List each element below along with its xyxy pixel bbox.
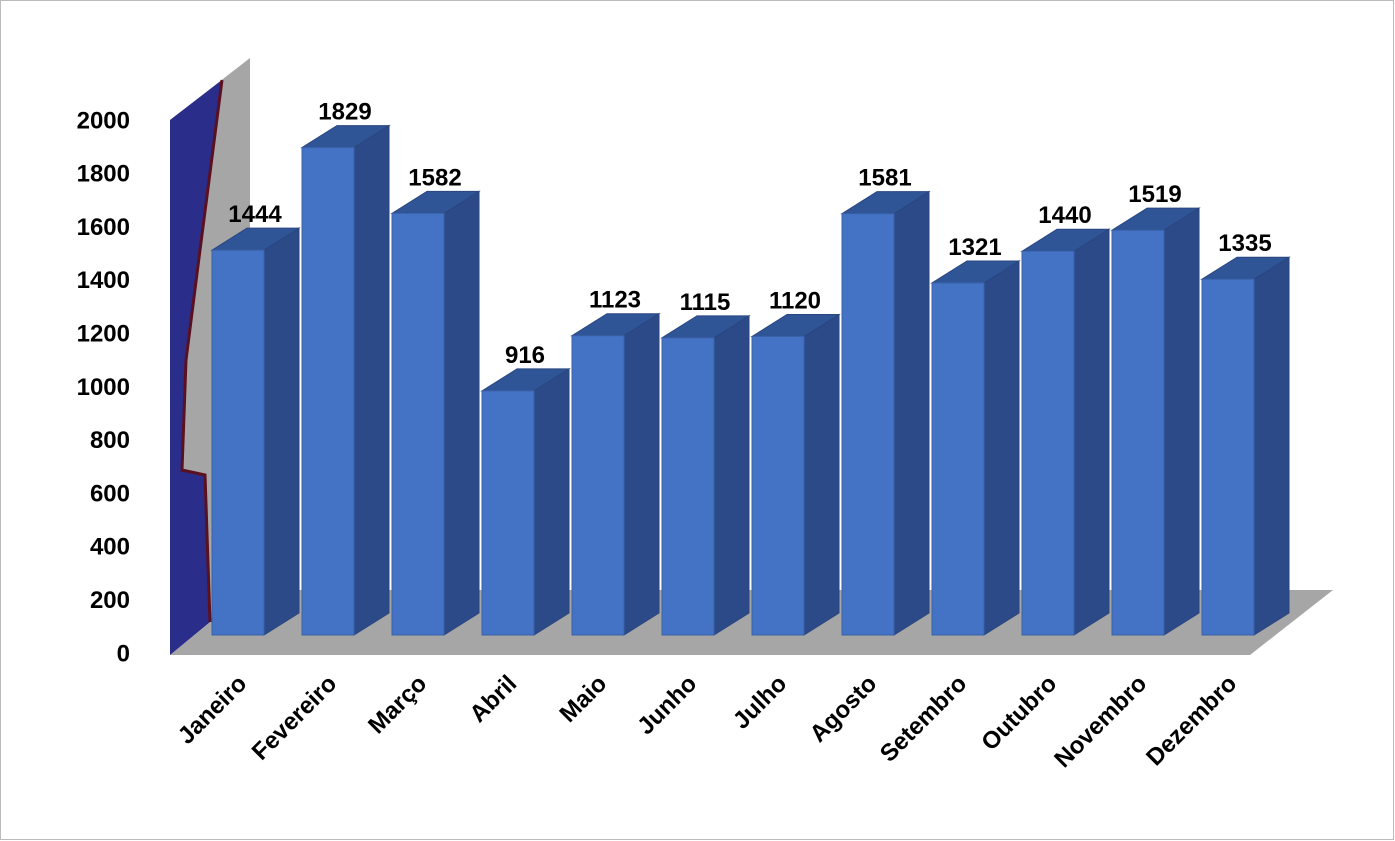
bar [302,148,354,635]
y-tick-label: 1200 [77,321,130,348]
y-tick-label: 1600 [77,214,130,241]
bar-side [444,191,479,635]
y-tick-label: 800 [90,427,130,454]
y-tick-label: 1800 [77,161,130,188]
bar-side [264,228,299,635]
bar-side [894,192,929,635]
chart: 0 200 400 600 800 1000 1200 1400 1600 1800 2000 144… [0,0,1395,841]
bar [572,336,624,635]
bar-side [1164,208,1199,635]
bar-side [534,369,569,635]
bar [1112,230,1164,635]
value-label: 1829 [318,99,371,126]
bar-side [984,261,1019,635]
bar [1022,251,1074,635]
y-tick-label: 400 [90,534,130,561]
y-tick-label: 600 [90,480,130,507]
value-label: 1440 [1038,202,1091,229]
value-label: 916 [505,342,545,369]
y-tick-label: 1400 [77,267,130,294]
bar-side [804,315,839,635]
y-tick-label: 2000 [77,107,130,134]
bar [482,391,534,635]
bar [1202,279,1254,635]
value-label: 1115 [680,289,731,316]
value-label: 1321 [948,234,1001,261]
value-label: 1335 [1218,230,1271,257]
y-tick-label: 200 [90,587,130,614]
bar-side [714,316,749,635]
value-label: 1444 [228,201,282,228]
bar [392,213,444,635]
bar [752,337,804,635]
bar [212,250,264,635]
value-label: 1123 [589,287,641,314]
bar [662,338,714,635]
bar-side [1074,229,1109,635]
bar [842,214,894,635]
bar-side [1254,257,1289,635]
value-label: 1519 [1128,181,1181,208]
bar-side [624,314,659,635]
bar-side [354,126,389,635]
value-label: 1120 [769,288,821,315]
value-label: 1582 [408,164,461,191]
bar [932,283,984,635]
y-tick-label: 1000 [77,374,130,401]
y-tick-label: 0 [117,640,130,667]
value-label: 1581 [858,165,911,192]
